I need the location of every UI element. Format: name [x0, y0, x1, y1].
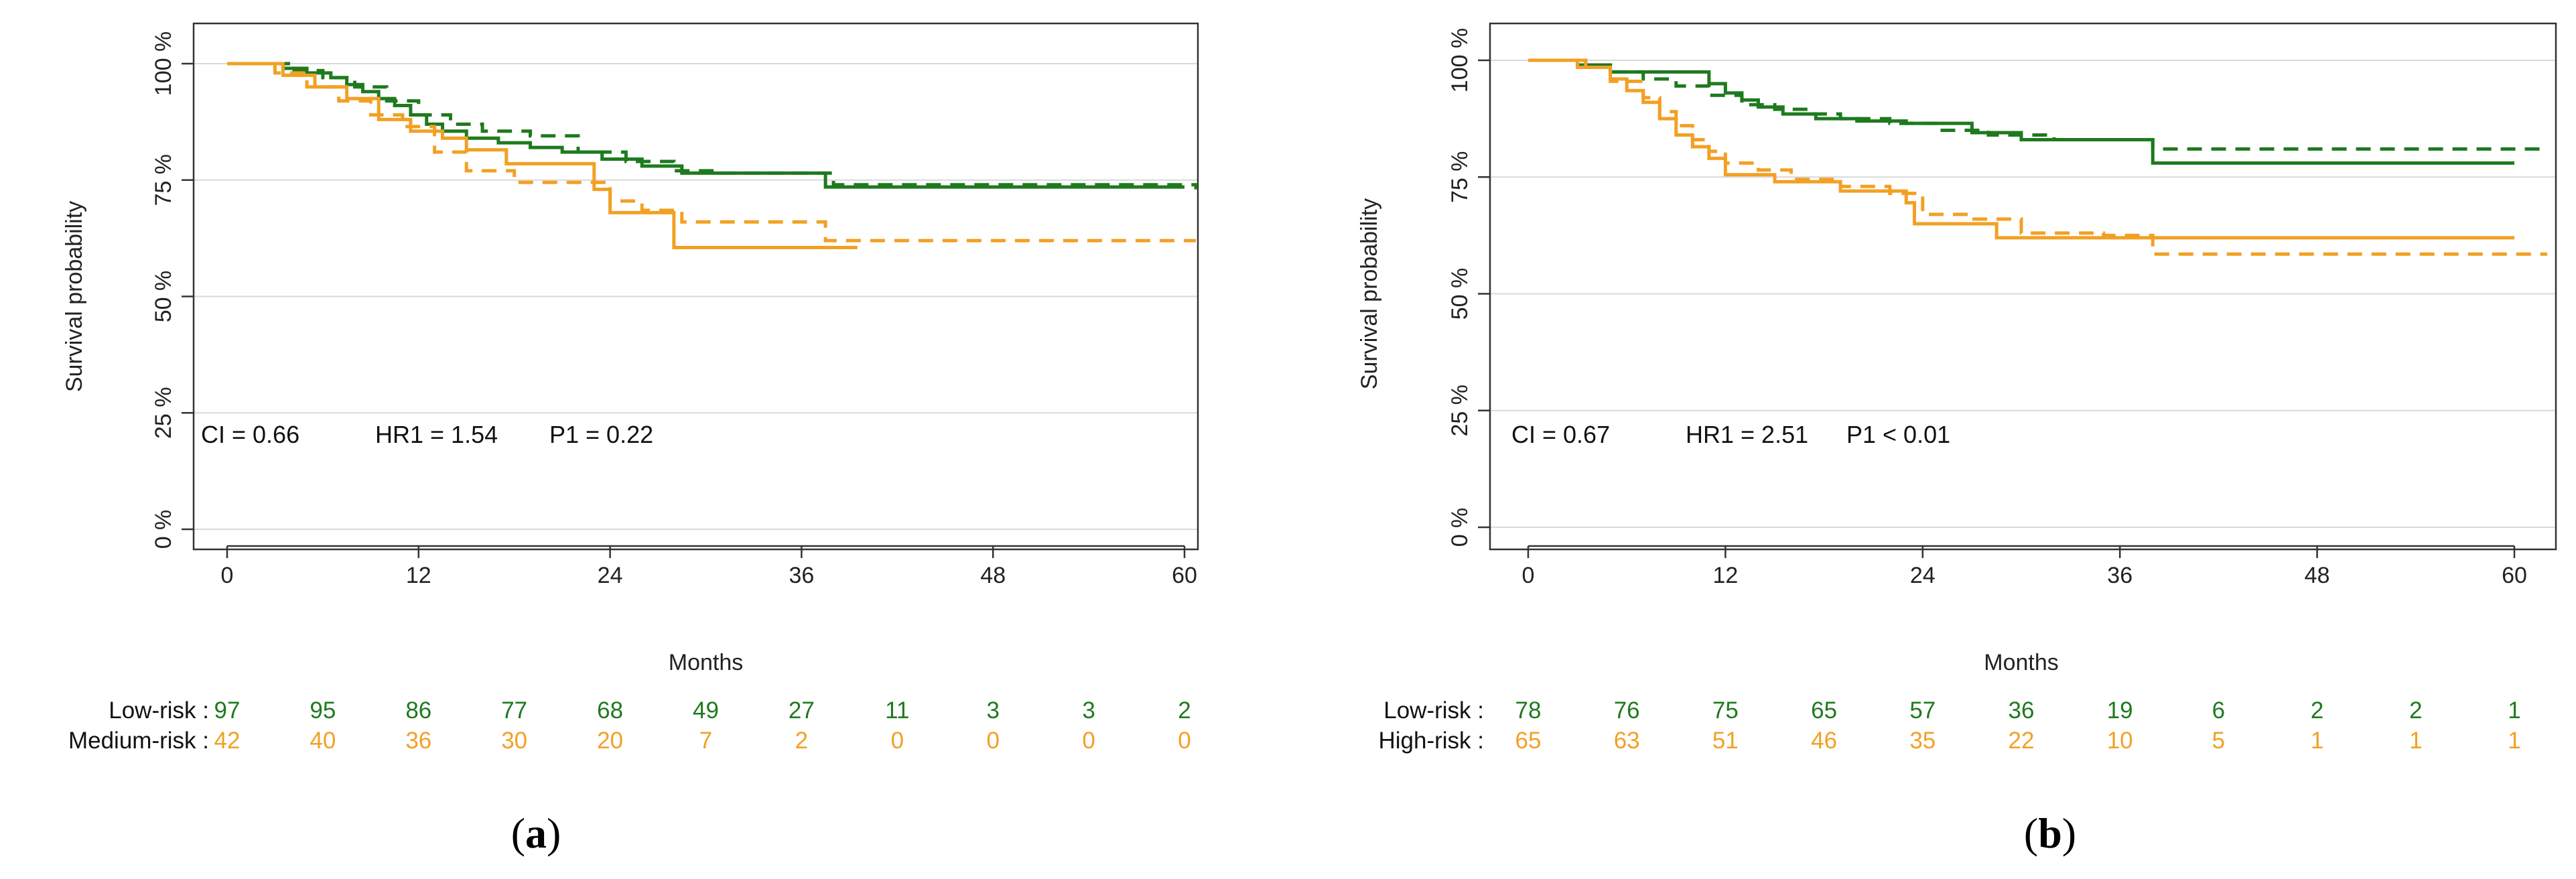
stat-p: P1 = 0.22: [549, 421, 653, 448]
x-axis-label: Months: [1984, 650, 2059, 675]
stat-ci: CI = 0.67: [1511, 421, 1610, 448]
risk-table-value: 65: [1515, 728, 1542, 754]
risk-table-value: 36: [2009, 697, 2035, 724]
y-tick-label: 50 %: [1447, 268, 1473, 320]
risk-table-value: 3: [1082, 697, 1095, 724]
y-tick-label: 100 %: [151, 31, 176, 96]
risk-table-label: High-risk :: [1378, 728, 1484, 754]
x-axis-label: Months: [669, 650, 744, 675]
x-tick-label: 12: [1712, 563, 1738, 588]
x-tick-label: 24: [1910, 563, 1936, 588]
risk-table-value: 76: [1614, 697, 1640, 724]
risk-table-value: 46: [1811, 728, 1837, 754]
y-tick-label: 0 %: [1447, 508, 1473, 547]
risk-table-value: 1: [2311, 728, 2323, 754]
x-tick-label: 0: [221, 563, 234, 588]
stat-ci: CI = 0.66: [201, 421, 299, 448]
x-tick-label: 48: [980, 563, 1006, 588]
risk-table-value: 0: [1082, 728, 1095, 754]
y-axis-label: Survival probability: [1357, 198, 1382, 389]
risk-table-value: 0: [986, 728, 999, 754]
risk-table-value: 65: [1811, 697, 1837, 724]
y-tick-label: 75 %: [1447, 151, 1473, 204]
x-tick-label: 36: [789, 563, 814, 588]
risk-table-value: 0: [891, 728, 904, 754]
risk-table-value: 97: [214, 697, 241, 724]
risk-table-value: 6: [2212, 697, 2225, 724]
risk-table-value: 95: [310, 697, 336, 724]
risk-table-value: 30: [501, 728, 527, 754]
panel-label: (a): [511, 809, 561, 857]
risk-table-value: 77: [501, 697, 527, 724]
risk-table-label: Low-risk :: [1383, 697, 1484, 724]
y-tick-label: 0 %: [151, 510, 176, 549]
risk-table-value: 22: [2009, 728, 2035, 754]
y-tick-label: 100 %: [1447, 28, 1473, 92]
risk-table-value: 27: [789, 697, 815, 724]
y-tick-label: 75 %: [151, 154, 176, 206]
x-tick-label: 24: [598, 563, 623, 588]
risk-table-value: 2: [2311, 697, 2323, 724]
survival-curve-other-dashed: [227, 62, 1196, 243]
stat-p: P1 < 0.01: [1846, 421, 1950, 448]
x-tick-label: 48: [2305, 563, 2330, 588]
y-tick-label: 25 %: [151, 387, 176, 440]
risk-table-value: 63: [1614, 728, 1640, 754]
risk-table-value: 2: [795, 728, 808, 754]
risk-table-value: 20: [597, 728, 623, 754]
risk-table-value: 42: [214, 728, 241, 754]
risk-table-value: 68: [597, 697, 623, 724]
risk-table-value: 1: [2508, 697, 2520, 724]
survival-curve-low-solid: [227, 62, 1184, 189]
stat-hr: HR1 = 2.51: [1686, 421, 1808, 448]
risk-table-label: Medium-risk :: [68, 728, 209, 754]
x-tick-label: 60: [2502, 563, 2527, 588]
risk-table-value: 1: [2409, 728, 2422, 754]
x-tick-label: 36: [2107, 563, 2132, 588]
x-tick-label: 12: [406, 563, 431, 588]
risk-table-value: 11: [885, 697, 909, 724]
survival-curve-other-dashed: [1528, 58, 2548, 256]
risk-table-value: 36: [405, 728, 431, 754]
y-axis-label: Survival probability: [62, 201, 87, 392]
chart-panel-a: 0 % 25 % 50 % 75 % 100 % Survival probability…: [62, 22, 1199, 857]
risk-table-value: 3: [986, 697, 999, 724]
risk-table-value: 10: [2107, 728, 2133, 754]
risk-table-value: 75: [1712, 697, 1739, 724]
risk-table-value: 78: [1515, 697, 1542, 724]
risk-table-value: 86: [405, 697, 431, 724]
risk-table-value: 49: [693, 697, 719, 724]
risk-table-value: 40: [310, 728, 336, 754]
x-tick-label: 60: [1172, 563, 1197, 588]
risk-table-value: 35: [1909, 728, 1936, 754]
risk-table-value: 5: [2212, 728, 2225, 754]
chart-panel-b: 0 % 25 % 50 % 75 % 100 % Survival probability…: [1357, 22, 2557, 857]
risk-table-value: 2: [1178, 697, 1191, 724]
risk-table-value: 51: [1712, 728, 1739, 754]
survival-curve-other-solid: [227, 62, 858, 250]
plot-frame: [1489, 22, 2557, 551]
y-tick-label: 50 %: [151, 271, 176, 323]
risk-table-value: 1: [2508, 728, 2520, 754]
risk-table-value: 2: [2409, 697, 2422, 724]
risk-table-value: 57: [1909, 697, 1936, 724]
risk-table-value: 7: [699, 728, 712, 754]
panel-label: (b): [2024, 809, 2076, 857]
survival-curve-low-dashed: [1528, 58, 2548, 151]
survival-curve-low-dashed: [227, 62, 1198, 190]
risk-table-value: 19: [2107, 697, 2133, 724]
risk-table-label: Low-risk :: [109, 697, 209, 724]
risk-table-value: 0: [1178, 728, 1191, 754]
x-tick-label: 0: [1522, 563, 1535, 588]
stat-hr: HR1 = 1.54: [375, 421, 498, 448]
plot-frame: [192, 22, 1199, 551]
y-tick-label: 25 %: [1447, 385, 1473, 437]
